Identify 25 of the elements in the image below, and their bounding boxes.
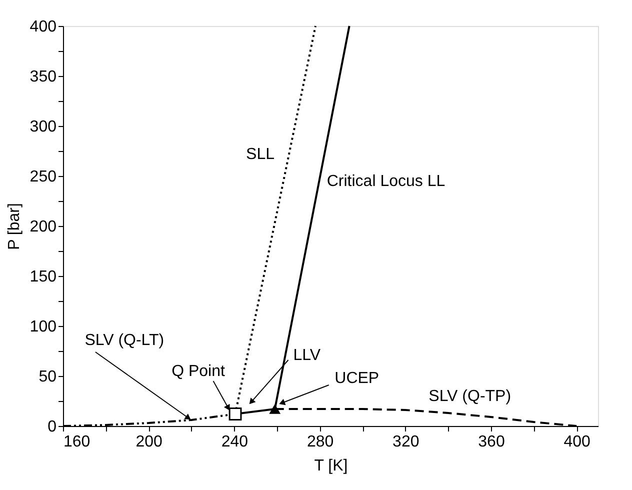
x-axis-title: T [K] [314,458,348,474]
x-tick-label: 280 [306,434,334,450]
y-tick-label: 50 [38,368,57,386]
y-tick-label: 400 [30,18,57,36]
y-tick-label: 350 [30,68,57,86]
x-tick-label: 320 [392,434,420,450]
x-tick-label: 360 [478,434,505,450]
text: LLV [293,347,321,364]
y-tick-label: 0 [48,418,57,436]
y-tick-label: 150 [30,268,57,286]
x-tick-label: 240 [221,434,248,450]
series-label: SLV (Q-TP) [428,388,512,405]
series-label: Critical Locus LL [326,173,446,190]
text: UCEP [334,370,380,387]
y-tick-label: 100 [30,318,57,336]
series-label: Q Point [172,363,226,380]
series-label: SLL [246,146,275,163]
y-tick-label: 200 [30,218,57,236]
x-tick-label: 200 [136,434,163,450]
y-tick-label: 250 [30,168,57,186]
x-tick-label: 400 [564,434,591,450]
x-tick-label: 160 [64,434,90,450]
y-tick-label: 300 [30,118,57,136]
text: SLV (Q-LT) [84,332,164,349]
y-axis-title: P [bar] [6,203,23,250]
